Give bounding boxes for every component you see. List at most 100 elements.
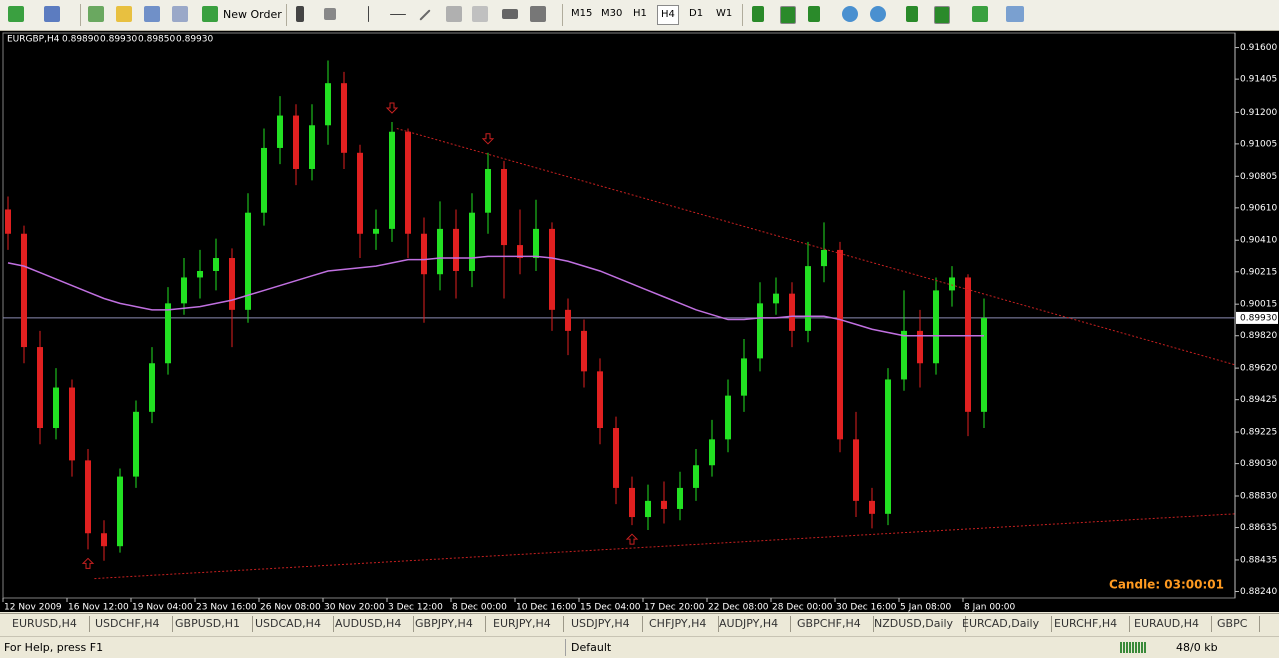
x-tick-label: 15 Dec 04:00 xyxy=(580,603,641,613)
candle-body xyxy=(901,330,907,380)
candle-body xyxy=(597,371,603,429)
timeframe-button[interactable]: H4 xyxy=(657,5,679,25)
zoom-in-button[interactable] xyxy=(842,6,858,22)
shapes-button[interactable] xyxy=(502,9,518,19)
toolbar: New Order M15 M30 H1 H4 D1 W1 xyxy=(0,0,1279,31)
vline-button[interactable] xyxy=(368,6,369,22)
symbol-tab[interactable]: GBPUSD,H1 xyxy=(163,616,253,632)
terminal-button[interactable] xyxy=(144,6,160,22)
chart-title: EURGBP,H4 xyxy=(7,35,60,45)
candle-body xyxy=(213,258,219,271)
candle-body xyxy=(949,277,955,291)
chart-shift-button[interactable] xyxy=(934,6,950,24)
y-tick-label: 0.89820 xyxy=(1240,331,1277,341)
candle-body xyxy=(501,168,507,246)
zoom-out-button[interactable] xyxy=(870,6,886,22)
symbol-tabs: EURUSD,H4 USDCHF,H4 GBPUSD,H1 USDCAD,H4 AUDU… xyxy=(0,613,1279,634)
hline-button[interactable] xyxy=(390,14,406,15)
bar-chart-button[interactable] xyxy=(752,6,764,22)
candle-body xyxy=(549,228,555,310)
timeframe-button[interactable]: D1 xyxy=(689,8,704,19)
separator xyxy=(80,4,81,26)
timeframe-button[interactable]: W1 xyxy=(716,8,733,19)
profile-name: Default xyxy=(571,641,612,654)
y-tick-label: 0.89030 xyxy=(1240,459,1277,469)
separator xyxy=(286,4,287,26)
symbol-tab[interactable]: GBPJPY,H4 xyxy=(403,616,486,632)
x-tick-label: 26 Nov 08:00 xyxy=(260,603,321,613)
symbol-tab[interactable]: EURJPY,H4 xyxy=(481,616,564,632)
autoscroll-button[interactable] xyxy=(906,6,918,22)
trendline-button[interactable] xyxy=(419,9,431,21)
trendline xyxy=(396,128,1236,366)
candle-body xyxy=(85,460,91,534)
line-chart-button[interactable] xyxy=(808,6,820,22)
candle-body xyxy=(357,152,363,234)
symbol-tab[interactable]: USDJPY,H4 xyxy=(559,616,643,632)
y-tick-label: 0.90215 xyxy=(1240,267,1277,277)
new-order-icon[interactable] xyxy=(202,6,218,22)
candle-body xyxy=(229,258,235,310)
navigator-button[interactable] xyxy=(116,6,132,22)
new-order-button[interactable]: New Order xyxy=(223,8,282,21)
symbol-tab[interactable]: USDCHF,H4 xyxy=(83,616,173,632)
x-tick-label: 8 Jan 00:00 xyxy=(964,603,1016,613)
y-tick-label: 0.88240 xyxy=(1240,587,1277,597)
candle-body xyxy=(869,500,875,514)
symbol-tab[interactable]: AUDUSD,H4 xyxy=(323,616,415,632)
tester-button[interactable] xyxy=(172,6,188,22)
header-value: 0.89930 xyxy=(100,35,137,45)
symbol-tab[interactable]: EURCAD,Daily xyxy=(950,616,1053,632)
x-tick-label: 10 Dec 16:00 xyxy=(516,603,577,613)
candle-body xyxy=(613,428,619,488)
status-bar: For Help, press F1 Default 48/0 kb xyxy=(0,636,1279,658)
symbol-tab[interactable]: EURAUD,H4 xyxy=(1122,616,1213,632)
candle-body xyxy=(21,233,27,348)
candle-body xyxy=(517,245,523,259)
x-tick-label: 30 Dec 16:00 xyxy=(836,603,897,613)
symbol-tab[interactable]: EURUSD,H4 xyxy=(0,616,90,632)
y-tick-label: 0.88435 xyxy=(1240,555,1277,565)
market-watch-button[interactable] xyxy=(88,6,104,22)
cursor-button[interactable] xyxy=(296,6,304,22)
up-arrow xyxy=(81,557,95,569)
candle-body xyxy=(693,465,699,488)
channel-button[interactable] xyxy=(446,6,462,22)
candle-chart-button[interactable] xyxy=(780,6,796,24)
crosshair-button[interactable] xyxy=(324,8,336,20)
symbol-tab[interactable]: GBPCHF,H4 xyxy=(785,616,874,632)
symbol-tab[interactable]: EURCHF,H4 xyxy=(1042,616,1131,632)
symbol-tab[interactable]: NZDUSD,Daily xyxy=(862,616,967,632)
profiles-button[interactable] xyxy=(44,6,60,22)
candle-body xyxy=(933,290,939,364)
candle-body xyxy=(117,476,123,547)
x-tick-label: 22 Dec 08:00 xyxy=(708,603,769,613)
up-arrow xyxy=(625,533,639,545)
timeframe-button[interactable]: M30 xyxy=(601,8,623,19)
templates-button[interactable] xyxy=(1006,6,1024,22)
candle-body xyxy=(421,233,427,275)
fibo-button[interactable] xyxy=(472,6,488,22)
candle-body xyxy=(885,379,891,514)
separator xyxy=(562,4,563,26)
new-chart-button[interactable] xyxy=(8,6,24,22)
y-tick-label: 0.91005 xyxy=(1240,139,1277,149)
candle-body xyxy=(581,330,587,372)
symbol-tab[interactable]: USDCAD,H4 xyxy=(243,616,334,632)
symbol-tab[interactable]: CHFJPY,H4 xyxy=(637,616,720,632)
symbol-tab[interactable]: AUDJPY,H4 xyxy=(707,616,792,632)
arrows-button[interactable] xyxy=(530,6,546,22)
y-tick-label: 0.90410 xyxy=(1240,236,1277,246)
candle-body xyxy=(37,347,43,429)
symbol-tab[interactable]: GBPC xyxy=(1205,616,1261,632)
candle-body xyxy=(309,125,315,169)
timeframe-button[interactable]: H1 xyxy=(633,8,647,19)
y-tick-label: 0.90610 xyxy=(1240,203,1277,213)
indicators-button[interactable] xyxy=(972,6,988,22)
traffic-text: 48/0 kb xyxy=(1176,641,1218,654)
timeframe-button[interactable]: M15 xyxy=(571,8,593,19)
x-tick-label: 17 Dec 20:00 xyxy=(644,603,705,613)
x-tick-label: 8 Dec 00:00 xyxy=(452,603,507,613)
moving-average xyxy=(7,255,984,337)
